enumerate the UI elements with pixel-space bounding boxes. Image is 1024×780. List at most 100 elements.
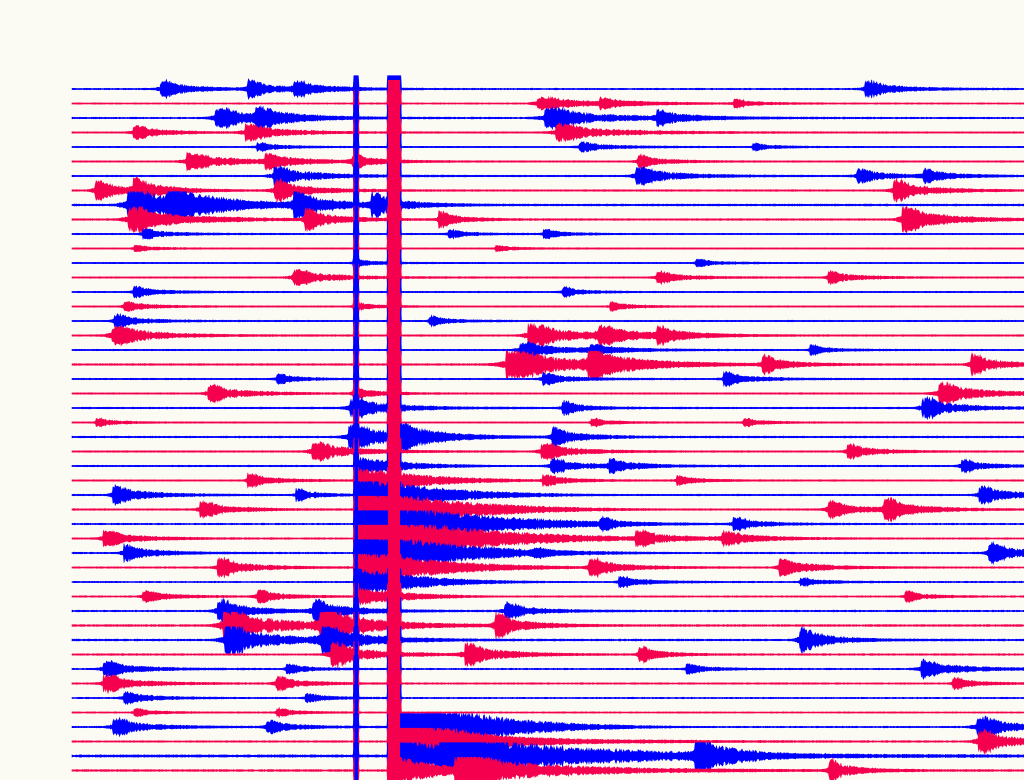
trace-row-0400 [71, 190, 1024, 220]
time-label-0130: 01:30 [29, 125, 66, 140]
time-label-2330: 23:30 [29, 763, 66, 778]
time-label-0600: 06:00 [29, 256, 66, 270]
trace-row-1230 [71, 437, 1024, 466]
time-label-0300: 03:00 [29, 169, 66, 183]
trace-row-2300 [71, 741, 1024, 771]
time-label-0900: 09:00 [29, 343, 66, 357]
trace-row-1900 [71, 625, 1024, 655]
time-axis: 00:00 00:30 01:00 01:30 02:00 02:30 03:00 03:30… [0, 0, 72, 780]
time-label-2300: 23:00 [29, 749, 66, 763]
time-label-0800: 08:00 [29, 314, 66, 328]
time-label-1200: 12:00 [29, 430, 66, 444]
trace-row-1330 [71, 466, 1024, 495]
time-label-0000: 00:00 [29, 82, 66, 96]
trace-row-1800 [71, 597, 1024, 625]
time-label-1800: 18:00 [29, 604, 66, 618]
trace-row-0930 [71, 350, 1024, 379]
trace-row-1300 [71, 452, 1024, 480]
trace-row-2030 [71, 669, 1024, 698]
trace-row-0230 [71, 147, 1024, 176]
trace-row-1430 [71, 495, 1024, 524]
trace-row-0600 [71, 249, 1024, 277]
time-label-1530: 15:30 [29, 531, 66, 546]
trace-row-0830 [71, 321, 1024, 350]
trace-row-2000 [71, 655, 1024, 683]
time-label-0200: 02:00 [29, 140, 66, 154]
trace-row-0200 [71, 133, 1024, 161]
trace-row-0900 [71, 336, 1024, 364]
trace-row-2100 [71, 684, 1024, 712]
time-label-1130: 11:30 [29, 415, 66, 430]
trace-row-0000 [71, 75, 1024, 103]
time-label-0330: 03:30 [29, 183, 66, 198]
trace-row-1700 [71, 568, 1024, 596]
time-label-1430: 14:30 [29, 502, 66, 517]
trace-row-1130 [71, 408, 1024, 437]
record-date: 2019-05-22 [921, 19, 1016, 37]
trace-row-0130 [71, 118, 1024, 147]
time-label-1600: 16:00 [29, 546, 66, 560]
trace-row-1930 [71, 640, 1024, 669]
time-label-1000: 10:00 [29, 372, 66, 386]
clipped-red-band [388, 80, 400, 780]
trace-row-2230 [71, 727, 1024, 756]
trace-row-1600 [71, 538, 1024, 568]
trace-row-1630 [71, 553, 1024, 582]
trace-row-0430 [71, 205, 1024, 234]
trace-row-1100 [71, 394, 1024, 422]
time-label-1730: 17:30 [29, 589, 66, 604]
trace-row-2130 [71, 698, 1024, 727]
trace-row-1500 [71, 509, 1024, 539]
time-label-0530: 05:30 [29, 241, 66, 256]
time-label-2000: 20:00 [29, 662, 66, 676]
time-label-1400: 14:00 [29, 488, 66, 502]
time-label-0630: 06:30 [29, 270, 66, 285]
time-label-2100: 21:00 [29, 691, 66, 705]
time-label-0100: 01:00 [29, 111, 66, 125]
trace-row-1530 [71, 524, 1024, 553]
trace-row-1200 [71, 423, 1024, 451]
trace-row-0100 [71, 104, 1024, 132]
trace-row-0300 [71, 162, 1024, 190]
time-label-1630: 16:30 [29, 560, 66, 575]
time-label-1830: 18:30 [29, 618, 66, 633]
trace-row-2200 [71, 712, 1024, 742]
trace-row-0800 [71, 307, 1024, 335]
trace-row-1730 [71, 582, 1024, 611]
time-label-0430: 04:30 [29, 212, 66, 227]
trace-row-0730 [71, 292, 1024, 321]
time-label-1500: 15:00 [29, 517, 66, 531]
time-label-1030: 10:30 [29, 386, 66, 401]
time-label-1230: 12:30 [29, 444, 66, 459]
time-label-1300: 13:00 [29, 459, 66, 473]
trace-row-0500 [71, 220, 1024, 248]
trace-row-1830 [71, 611, 1024, 640]
time-label-1900: 19:00 [29, 633, 66, 647]
time-label-1700: 17:00 [29, 575, 66, 589]
time-label-2030: 20:30 [29, 676, 66, 691]
time-label-2130: 21:30 [29, 705, 66, 720]
trace-row-0030 [71, 89, 1024, 118]
time-label-2200: 22:00 [29, 720, 66, 734]
trace-row-0630 [71, 263, 1024, 292]
time-label-0030: 00:30 [29, 96, 66, 111]
time-label-0830: 08:30 [29, 328, 66, 343]
trace-row-2330 [71, 756, 1024, 780]
clipped-blue-band [354, 80, 358, 780]
trace-row-0530 [71, 234, 1024, 263]
time-label-2230: 22:30 [29, 734, 66, 749]
time-label-0930: 09:30 [29, 357, 66, 372]
time-label-0700: 07:00 [29, 285, 66, 299]
time-label-1930: 19:30 [29, 647, 66, 662]
time-label-1100: 11:00 [29, 401, 66, 415]
trace-row-1400 [71, 481, 1024, 509]
trace-row-0330 [71, 176, 1024, 205]
time-label-0400: 04:00 [29, 198, 66, 212]
time-label-0500: 05:00 [29, 227, 66, 241]
time-label-0730: 07:30 [29, 299, 66, 314]
trace-row-1000 [71, 365, 1024, 393]
time-label-1330: 13:30 [29, 473, 66, 488]
trace-row-1030 [71, 379, 1024, 408]
trace-row-0700 [71, 278, 1024, 306]
